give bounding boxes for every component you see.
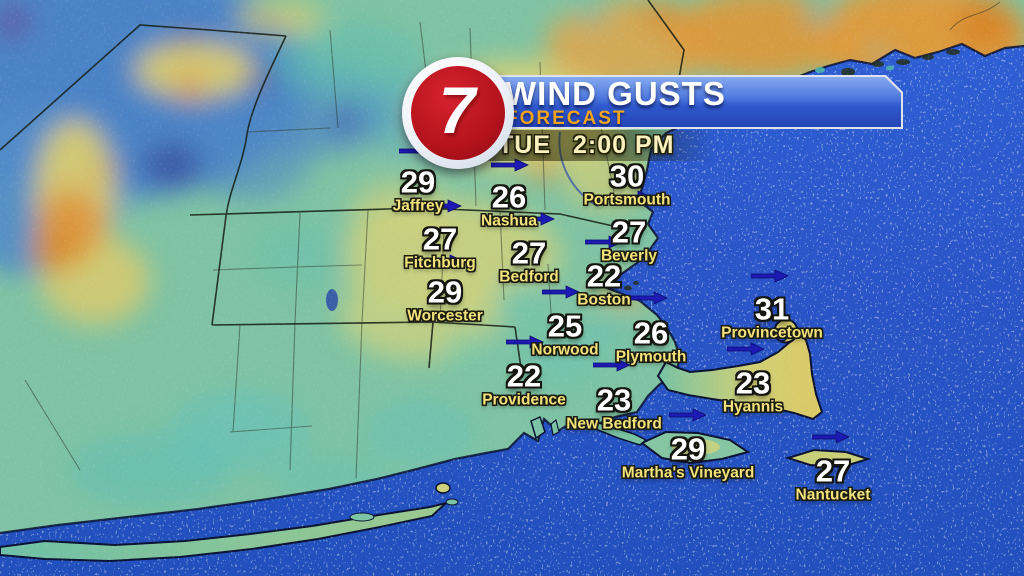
wind-arrow-icon: [423, 199, 462, 213]
title-banner-fill: [462, 77, 901, 127]
wind-arrow-icon: [584, 235, 623, 249]
timestamp-time: 2:00 PM: [573, 131, 675, 159]
timestamp-bar: TUE 2:00 PM: [487, 130, 716, 161]
wind-arrow-icon: [613, 190, 652, 204]
wind-gust-value: 23: [596, 382, 632, 418]
city-label: Bedford: [499, 268, 559, 286]
city-label: Boston: [577, 291, 631, 309]
city-label: Providence: [482, 391, 566, 409]
city-label: Jaffrey: [392, 197, 444, 215]
city-label: Plymouth: [615, 348, 687, 366]
channel-7-logo-number: 7: [438, 73, 476, 147]
station-boston: 22 Boston: [577, 258, 631, 309]
wind-arrow-icon: [811, 430, 850, 444]
wind-gust-value: 31: [754, 291, 790, 327]
station-nashua: 26 Nashua: [481, 179, 537, 230]
channel-7-logo-red-circle: 7: [411, 66, 505, 160]
wind-arrow-icon: [726, 342, 765, 356]
city-label: Nashua: [481, 212, 537, 230]
station-worcester: 29 Worcester: [407, 274, 483, 325]
wind-arrow-icon: [505, 335, 544, 349]
wind-gust-value: 23: [735, 365, 771, 401]
city-label: New Bedford: [566, 415, 662, 433]
wind-arrow-icon: [750, 269, 789, 283]
station-portsmouth: 30 Portsmouth: [583, 158, 671, 209]
wind-arrow-icon: [592, 358, 631, 372]
city-label: Martha's Vineyard: [621, 464, 755, 482]
city-label: Provincetown: [721, 324, 823, 342]
wind-gust-value: 27: [511, 235, 547, 271]
wind-gust-value: 27: [815, 453, 851, 489]
station-provincetown: 31 Provincetown: [721, 291, 823, 342]
wind-arrow-icon: [516, 212, 555, 226]
wind-gust-value: 25: [547, 308, 583, 344]
station-plymouth: 26 Plymouth: [615, 315, 687, 366]
city-label: Nantucket: [795, 486, 871, 504]
channel-7-logo: 7: [402, 57, 514, 169]
wind-gust-value: 27: [422, 221, 458, 257]
city-label: Norwood: [531, 341, 599, 359]
station-nantucket: 27 Nantucket: [795, 453, 871, 504]
wind-gust-value: 26: [633, 315, 669, 351]
wind-gust-value: 26: [491, 179, 527, 215]
city-label: Portsmouth: [583, 191, 671, 209]
city-label: Beverly: [600, 247, 658, 265]
wind-gust-value: 22: [506, 358, 542, 394]
station-providence: 22 Providence: [482, 358, 566, 409]
station-hyannis: 23 Hyannis: [722, 365, 784, 416]
title-banner: WIND GUSTS FORECAST: [460, 75, 903, 129]
wind-arrow-icon: [541, 285, 580, 299]
city-label: Fitchburg: [404, 254, 476, 272]
station-new-bedford: 23 New Bedford: [566, 382, 662, 433]
wind-arrow-icon: [490, 158, 529, 172]
wind-gust-value: 29: [670, 431, 706, 467]
wind-gust-value: 30: [609, 158, 645, 194]
station-beverly: 27 Beverly: [600, 214, 658, 265]
wind-arrow-icon: [668, 408, 707, 422]
station-martha-s-vineyard: 29 Martha's Vineyard: [621, 431, 755, 482]
wind-arrow-icon: [425, 254, 464, 268]
banner-subtitle: FORECAST: [506, 108, 627, 129]
station-bedford: 27 Bedford: [499, 235, 559, 286]
wind-gust-value: 29: [427, 274, 463, 310]
station-fitchburg: 27 Fitchburg: [404, 221, 476, 272]
wind-gust-value: 29: [400, 164, 436, 200]
wind-arrow-icon: [629, 291, 668, 305]
wind-gust-value: 22: [586, 258, 622, 294]
city-label: Hyannis: [722, 398, 784, 416]
station-jaffrey: 29 Jaffrey: [392, 164, 444, 215]
city-label: Worcester: [407, 307, 483, 325]
wind-gust-value: 27: [611, 214, 647, 250]
banner-title: WIND GUSTS: [505, 75, 726, 112]
station-norwood: 25 Norwood: [531, 308, 599, 359]
